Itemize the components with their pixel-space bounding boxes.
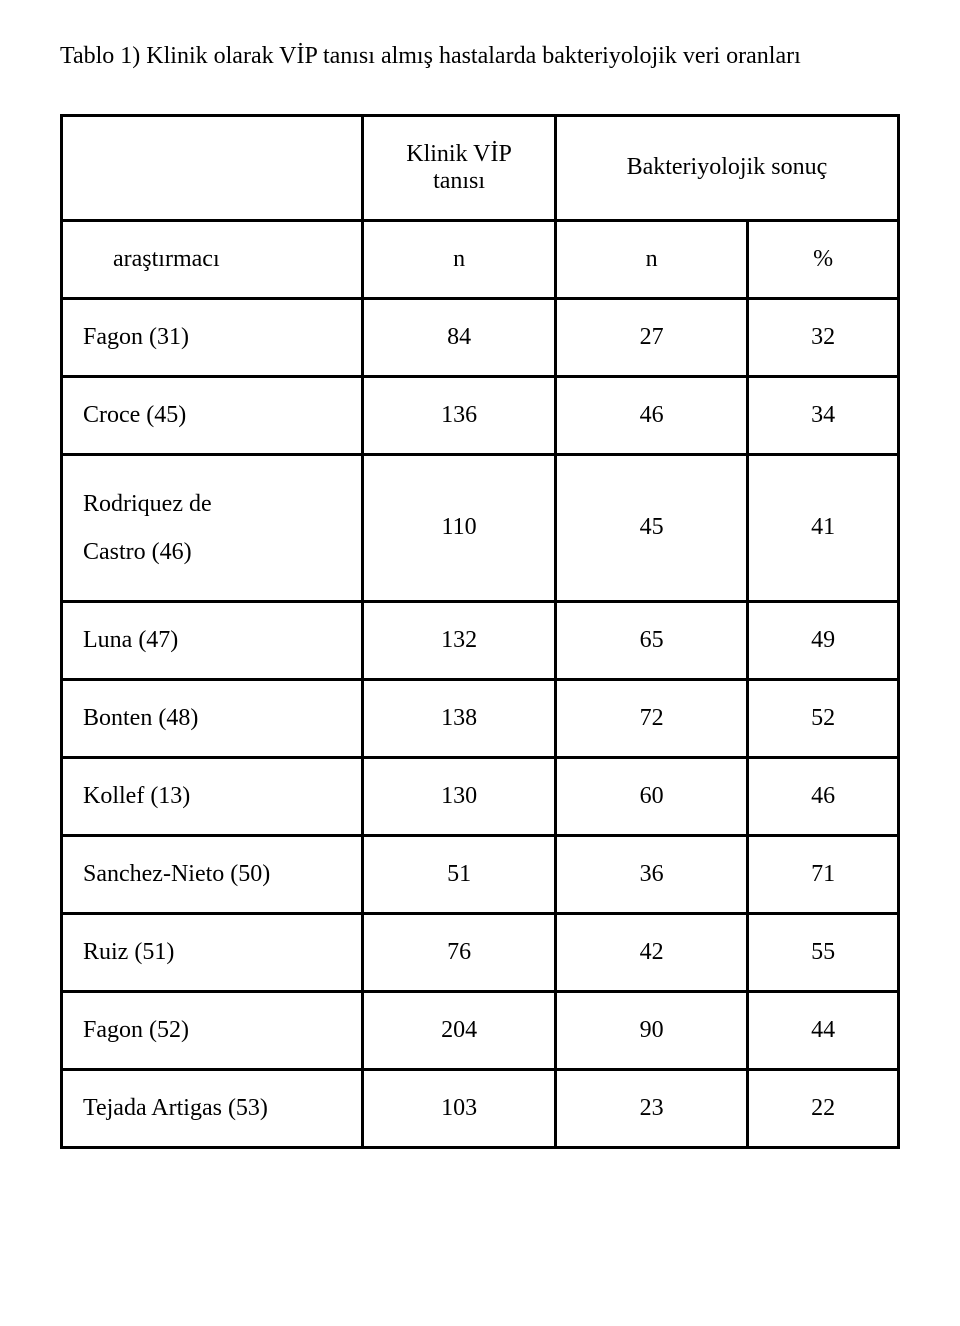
table-row: Luna (47) 132 65 49 [62, 601, 899, 679]
table-subheader-row: araştırmacı n n % [62, 220, 899, 298]
row-cell: 136 [363, 376, 556, 454]
table-caption: Tablo 1) Klinik olarak VİP tanısı almış … [60, 40, 900, 74]
table-row: Ruiz (51) 76 42 55 [62, 913, 899, 991]
row-cell: 46 [748, 757, 899, 835]
header-col1: Klinik VİP tanısı [363, 115, 556, 220]
subheader-c3: % [748, 220, 899, 298]
row-label: Fagon (31) [62, 298, 363, 376]
header-blank [62, 115, 363, 220]
table-row: Bonten (48) 138 72 52 [62, 679, 899, 757]
row-label: Bonten (48) [62, 679, 363, 757]
table-row: Croce (45) 136 46 34 [62, 376, 899, 454]
row-cell: 41 [748, 454, 899, 601]
row-cell: 36 [555, 835, 748, 913]
subheader-c1: n [363, 220, 556, 298]
row-cell: 60 [555, 757, 748, 835]
row-cell: 55 [748, 913, 899, 991]
row-cell: 45 [555, 454, 748, 601]
row-cell: 23 [555, 1069, 748, 1147]
table-row: Rodriquez de Castro (46) 110 45 41 [62, 454, 899, 601]
row-label: Tejada Artigas (53) [62, 1069, 363, 1147]
table-row: Kollef (13) 130 60 46 [62, 757, 899, 835]
data-table: Klinik VİP tanısı Bakteriyolojik sonuç a… [60, 114, 900, 1149]
row-cell: 32 [748, 298, 899, 376]
row-cell: 76 [363, 913, 556, 991]
row-cell: 72 [555, 679, 748, 757]
row-label: Luna (47) [62, 601, 363, 679]
row-cell: 65 [555, 601, 748, 679]
table-row: Fagon (31) 84 27 32 [62, 298, 899, 376]
row-cell: 138 [363, 679, 556, 757]
row-cell: 27 [555, 298, 748, 376]
row-label: Kollef (13) [62, 757, 363, 835]
row-cell: 132 [363, 601, 556, 679]
row-label-line1: Rodriquez de [83, 491, 212, 517]
row-cell: 46 [555, 376, 748, 454]
row-cell: 71 [748, 835, 899, 913]
header-col2: Bakteriyolojik sonuç [555, 115, 898, 220]
row-label: Sanchez-Nieto (50) [62, 835, 363, 913]
row-cell: 103 [363, 1069, 556, 1147]
row-cell: 49 [748, 601, 899, 679]
row-label: Fagon (52) [62, 991, 363, 1069]
row-cell: 204 [363, 991, 556, 1069]
row-cell: 51 [363, 835, 556, 913]
row-cell: 34 [748, 376, 899, 454]
row-label: Croce (45) [62, 376, 363, 454]
row-label: Rodriquez de Castro (46) [62, 454, 363, 601]
row-cell: 130 [363, 757, 556, 835]
row-cell: 44 [748, 991, 899, 1069]
row-cell: 22 [748, 1069, 899, 1147]
row-label: Ruiz (51) [62, 913, 363, 991]
row-cell: 84 [363, 298, 556, 376]
table-row: Fagon (52) 204 90 44 [62, 991, 899, 1069]
row-label-line2: Castro (46) [83, 539, 192, 565]
row-cell: 110 [363, 454, 556, 601]
table-header-row: Klinik VİP tanısı Bakteriyolojik sonuç [62, 115, 899, 220]
row-cell: 42 [555, 913, 748, 991]
table-row: Tejada Artigas (53) 103 23 22 [62, 1069, 899, 1147]
table-row: Sanchez-Nieto (50) 51 36 71 [62, 835, 899, 913]
row-cell: 90 [555, 991, 748, 1069]
row-cell: 52 [748, 679, 899, 757]
subheader-label: araştırmacı [62, 220, 363, 298]
subheader-c2: n [555, 220, 748, 298]
